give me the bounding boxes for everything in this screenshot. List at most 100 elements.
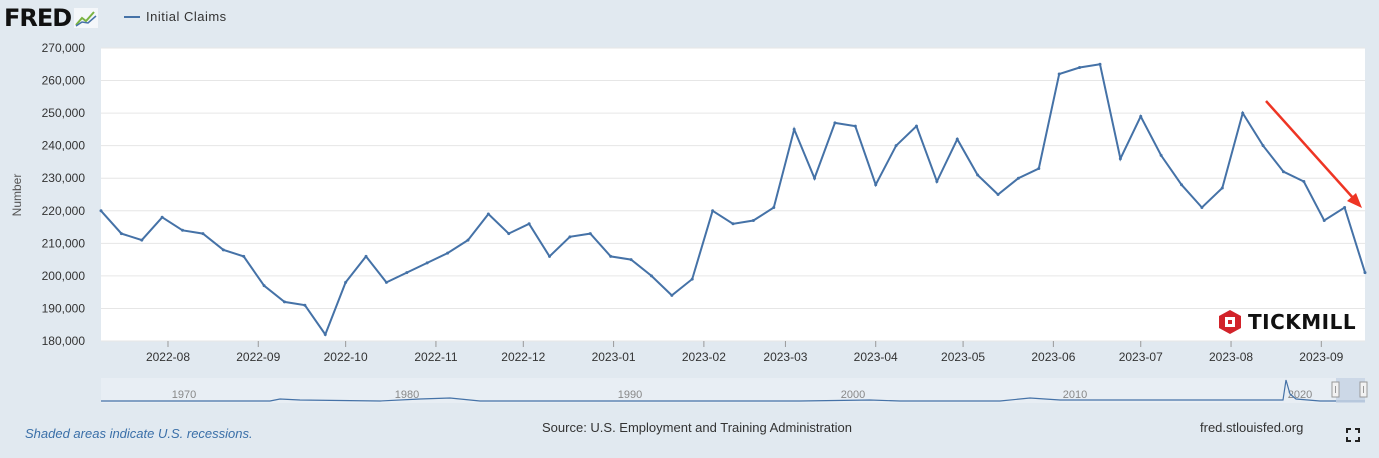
data-point[interactable] <box>242 254 246 258</box>
data-point[interactable] <box>772 206 776 210</box>
data-point[interactable] <box>976 173 980 177</box>
y-tick-label: 180,000 <box>42 334 86 348</box>
data-point[interactable] <box>1118 157 1122 161</box>
data-point[interactable] <box>1281 170 1285 174</box>
data-point[interactable] <box>1322 219 1326 223</box>
data-point[interactable] <box>1241 111 1245 115</box>
data-point[interactable] <box>853 124 857 128</box>
source-text: Source: U.S. Employment and Training Adm… <box>542 420 852 435</box>
data-point[interactable] <box>670 293 674 297</box>
data-point[interactable] <box>282 300 286 304</box>
data-point[interactable] <box>813 176 817 180</box>
y-tick-label: 230,000 <box>42 171 86 185</box>
x-tick-label: 2022-11 <box>414 350 457 364</box>
y-tick-label: 270,000 <box>42 41 86 55</box>
tickmill-watermark: TICKMILL <box>1217 309 1356 335</box>
legend-label: Initial Claims <box>146 9 227 24</box>
navigator-track <box>101 378 1365 403</box>
gridlines <box>101 47 1365 342</box>
y-tick-label: 250,000 <box>42 106 86 120</box>
data-point[interactable] <box>609 254 613 258</box>
x-axis: 2022-08 2022-09 2022-10 2022-11 2022-12 2023-… <box>146 341 1344 364</box>
data-point[interactable] <box>405 271 409 275</box>
data-point[interactable] <box>1078 66 1082 70</box>
data-point[interactable] <box>527 222 531 226</box>
data-point[interactable] <box>181 228 185 232</box>
data-point[interactable] <box>1302 179 1306 183</box>
data-point[interactable] <box>99 209 103 213</box>
data-point[interactable] <box>425 261 429 265</box>
data-point[interactable] <box>323 332 327 336</box>
y-tick-label: 190,000 <box>42 301 86 315</box>
data-point[interactable] <box>160 215 164 219</box>
data-point[interactable] <box>874 183 878 187</box>
data-point[interactable] <box>751 219 755 223</box>
legend[interactable]: Initial Claims <box>124 9 227 24</box>
y-axis-title: Number <box>10 174 24 217</box>
x-tick-label: 2023-03 <box>763 350 807 364</box>
fullscreen-icon[interactable] <box>1346 428 1360 442</box>
data-point[interactable] <box>1139 114 1143 118</box>
data-point[interactable] <box>1200 206 1204 210</box>
data-point[interactable] <box>1343 206 1347 210</box>
data-point[interactable] <box>1159 153 1163 157</box>
data-point[interactable] <box>1016 176 1020 180</box>
navigator-label: 2000 <box>841 389 865 401</box>
data-point[interactable] <box>303 303 307 307</box>
x-tick-label: 2023-08 <box>1209 350 1253 364</box>
data-point[interactable] <box>690 277 694 281</box>
navigator-series <box>101 379 1365 402</box>
data-point[interactable] <box>446 251 450 255</box>
data-point[interactable] <box>201 232 205 236</box>
data-point[interactable] <box>466 238 470 242</box>
data-point[interactable] <box>894 144 898 148</box>
data-point[interactable] <box>344 280 348 284</box>
data-point[interactable] <box>629 258 633 262</box>
navigator-labels: 1970 1980 1990 2000 2010 2020 <box>172 389 1312 401</box>
data-point[interactable] <box>1363 271 1367 275</box>
x-tick-label: 2022-08 <box>146 350 190 364</box>
navigator[interactable]: 1970 1980 1990 2000 2010 2020 <box>101 378 1368 403</box>
x-tick-label: 2022-09 <box>236 350 280 364</box>
data-point[interactable] <box>1057 72 1061 76</box>
data-point[interactable] <box>548 254 552 258</box>
data-point[interactable] <box>833 121 837 125</box>
data-point[interactable] <box>711 209 715 213</box>
data-point[interactable] <box>1180 183 1184 187</box>
data-point[interactable] <box>914 124 918 128</box>
data-point[interactable] <box>792 127 796 131</box>
y-tick-label: 210,000 <box>42 236 86 250</box>
plot-area <box>101 48 1365 341</box>
data-point[interactable] <box>507 232 511 236</box>
fred-url-link[interactable]: fred.stlouisfed.org <box>1200 420 1304 435</box>
data-point[interactable] <box>588 232 592 236</box>
fred-logo[interactable]: FRED <box>4 4 99 32</box>
data-point[interactable] <box>935 179 939 183</box>
x-tick-label: 2022-12 <box>501 350 545 364</box>
data-point[interactable] <box>649 274 653 278</box>
y-tick-label: 260,000 <box>42 74 86 88</box>
data-point[interactable] <box>568 235 572 239</box>
data-point[interactable] <box>1220 186 1224 190</box>
x-tick-label: 2023-05 <box>941 350 985 364</box>
data-point[interactable] <box>486 212 490 216</box>
x-tick-label: 2023-09 <box>1299 350 1343 364</box>
tickmill-logo-icon <box>1219 310 1241 334</box>
series-points <box>99 62 1367 336</box>
y-tick-label: 200,000 <box>42 269 86 283</box>
data-point[interactable] <box>364 254 368 258</box>
data-point[interactable] <box>262 284 266 288</box>
data-point[interactable] <box>140 238 144 242</box>
y-axis: 180,000 190,000 200,000 210,000 220,000 230,0… <box>42 41 86 348</box>
data-point[interactable] <box>996 193 1000 196</box>
data-point[interactable] <box>384 280 388 284</box>
data-point[interactable] <box>221 248 225 252</box>
data-point[interactable] <box>119 232 123 236</box>
data-point[interactable] <box>731 222 735 226</box>
data-point[interactable] <box>1037 166 1041 170</box>
data-point[interactable] <box>1098 62 1102 66</box>
trend-arrow-head <box>1347 193 1362 208</box>
data-point[interactable] <box>1261 144 1265 148</box>
legend-swatch <box>124 15 140 18</box>
data-point[interactable] <box>955 137 959 141</box>
